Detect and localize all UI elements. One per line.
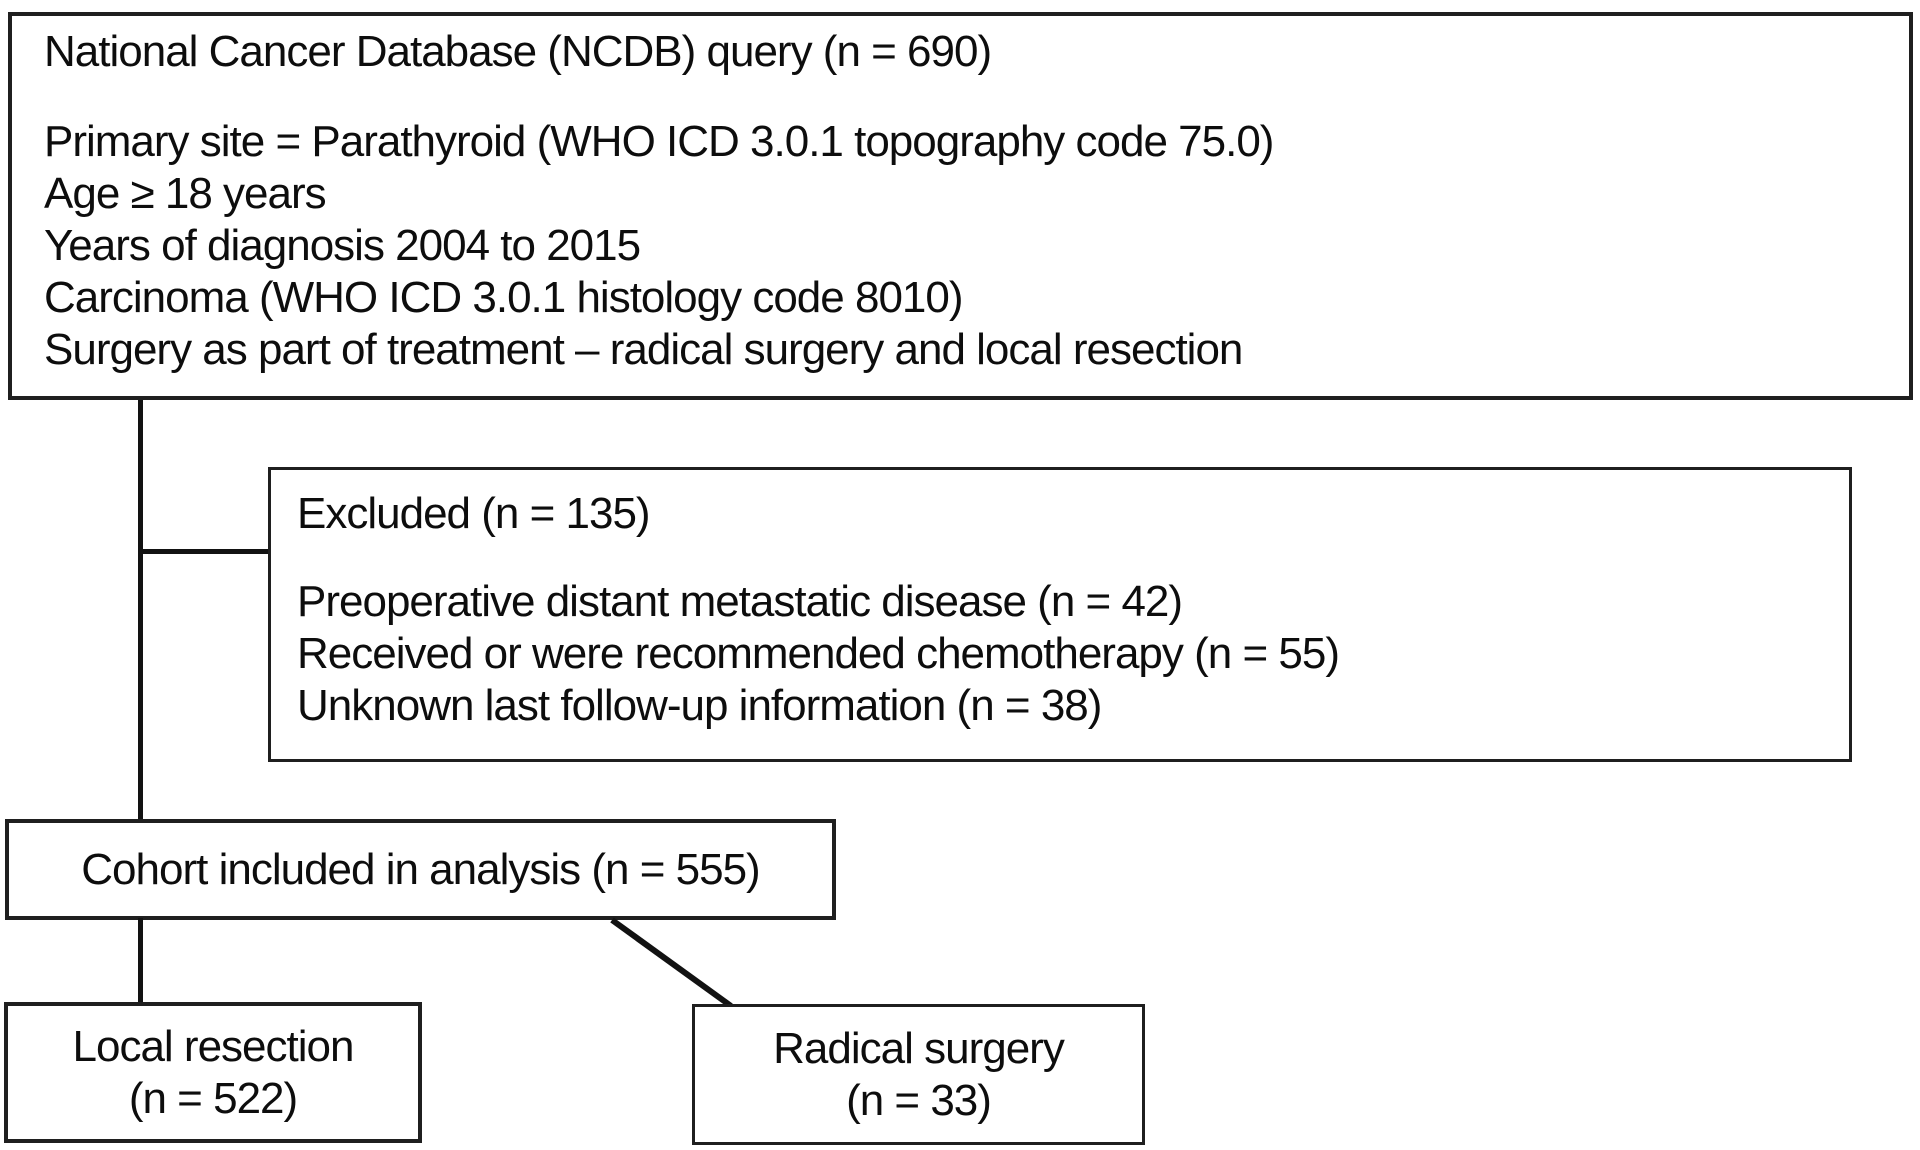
ncdb-query-box: National Cancer Database (NCDB) query (n… bbox=[8, 12, 1913, 400]
radical-surgery-count: (n = 33) bbox=[846, 1075, 992, 1125]
connector-cohort-to-local bbox=[138, 918, 143, 1004]
exclusion-reasons-list: Preoperative distant metastatic disease … bbox=[297, 576, 1819, 732]
reason-metastatic-disease: Preoperative distant metastatic disease … bbox=[297, 577, 1183, 626]
criterion-age: Age ≥ 18 years bbox=[44, 169, 327, 218]
local-resection-count: (n = 522) bbox=[128, 1073, 298, 1123]
query-criteria-list: Primary site = Parathyroid (WHO ICD 3.0.… bbox=[44, 116, 1875, 376]
cohort-label: Cohort included in analysis (n = 555) bbox=[81, 844, 760, 894]
radical-surgery-label: Radical surgery bbox=[773, 1023, 1065, 1073]
radical-surgery-box: Radical surgery (n = 33) bbox=[692, 1004, 1145, 1145]
local-resection-label: Local resection bbox=[72, 1021, 355, 1071]
excluded-header: Excluded (n = 135) bbox=[297, 489, 651, 538]
excluded-box: Excluded (n = 135) Preoperative distant … bbox=[268, 467, 1852, 762]
connector-to-excluded bbox=[140, 549, 270, 554]
criterion-surgery: Surgery as part of treatment – radical s… bbox=[44, 325, 1243, 374]
cohort-box: Cohort included in analysis (n = 555) bbox=[5, 819, 836, 920]
criterion-histology: Carcinoma (WHO ICD 3.0.1 histology code … bbox=[44, 273, 964, 322]
connector-query-to-cohort bbox=[138, 400, 143, 821]
local-resection-box: Local resection (n = 522) bbox=[4, 1002, 422, 1143]
criterion-primary-site: Primary site = Parathyroid (WHO ICD 3.0.… bbox=[44, 117, 1274, 166]
ncdb-query-header: National Cancer Database (NCDB) query (n… bbox=[44, 27, 992, 76]
criterion-years: Years of diagnosis 2004 to 2015 bbox=[44, 221, 641, 270]
reason-chemotherapy: Received or were recommended chemotherap… bbox=[297, 629, 1340, 678]
reason-unknown-followup: Unknown last follow-up information (n = … bbox=[297, 681, 1102, 730]
